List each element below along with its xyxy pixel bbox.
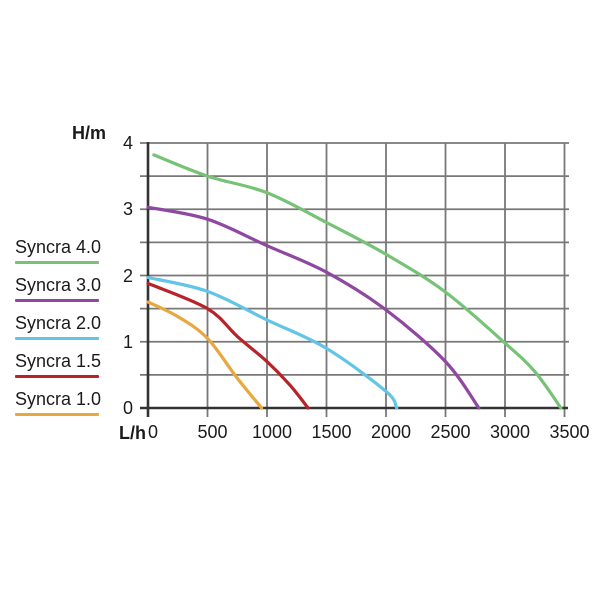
x-tick-label: 1000 [251,422,293,442]
x-axis-unit-label: L/h [119,423,146,443]
y-tick-label: 2 [122,265,133,286]
x-tick-label: 2000 [370,422,412,442]
legend-item-label: Syncra 3.0 [15,275,102,295]
x-tick-label: 500 [197,422,228,442]
curve-syncra-2-0 [146,275,399,410]
curve-syncra-3-0 [146,205,481,410]
legend-item-color-line [15,261,99,264]
legend-item-color-line [15,375,99,378]
y-tick-label: 3 [122,199,133,220]
curve-syncra-4-0 [152,153,563,410]
x-tick-label: 0 [147,422,158,442]
legend-item-color-line [15,299,99,302]
legend-item: Syncra 1.0 [15,389,115,416]
legend-item-label: Syncra 2.0 [15,313,102,333]
y-tick-label: 4 [122,133,133,153]
curve-syncra-1-5 [146,281,310,410]
legend-item: Syncra 3.0 [15,275,115,302]
legend-item-color-line [15,337,99,340]
legend-item-label: Syncra 1.5 [15,351,102,371]
x-tick-label: 2500 [430,422,471,442]
legend-item-color-line [15,413,99,416]
legend-item-label: Syncra 1.0 [15,389,102,409]
legend-item-label: Syncra 4.0 [15,237,102,257]
legend-item: Syncra 1.5 [15,351,115,378]
legend: Syncra 4.0 Syncra 3.0 Syncra 2.0 Syncra 1.5… [15,237,115,427]
y-axis-unit-label: H/m [71,123,106,143]
legend-item: Syncra 2.0 [15,313,115,340]
y-tick-label: 0 [122,398,133,418]
y-tick-label: 1 [122,331,133,352]
x-tick-label: 3000 [489,422,531,442]
x-tick-label: 1500 [311,422,352,442]
x-tick-label: 3500 [549,422,590,442]
legend-item: Syncra 4.0 [15,237,115,264]
curve-syncra-1-0 [146,300,264,410]
